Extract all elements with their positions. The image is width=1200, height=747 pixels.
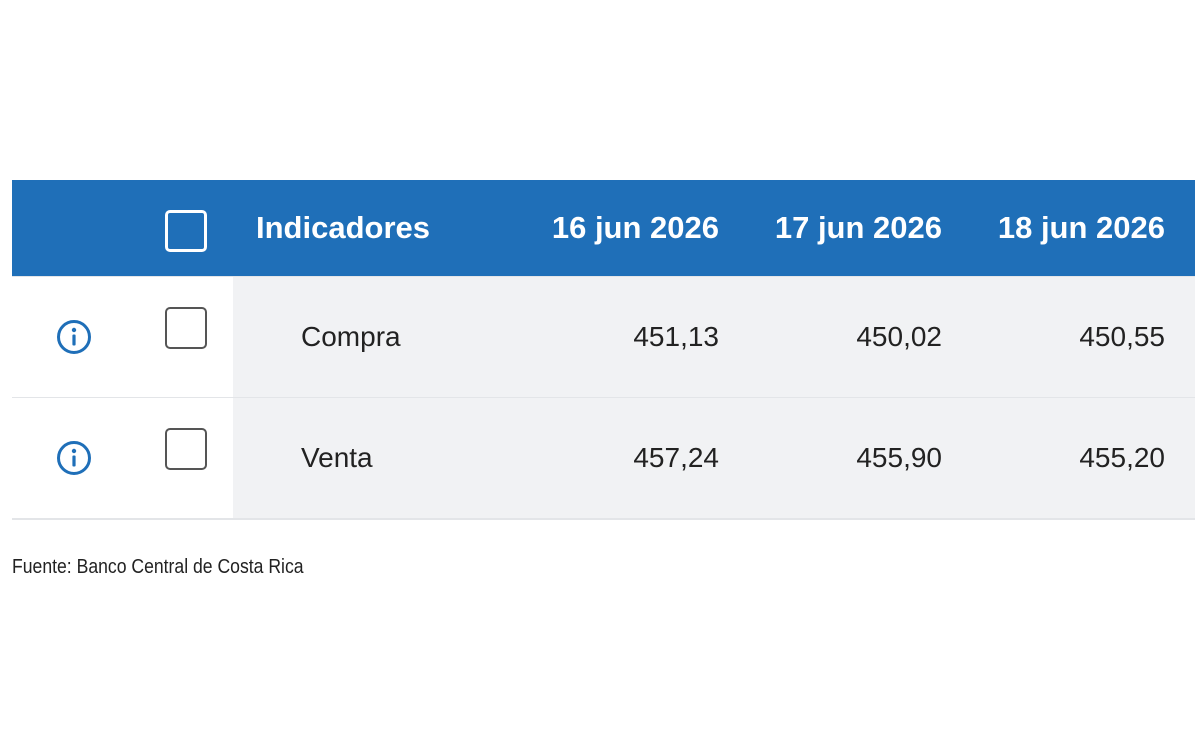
table-row: Compra 451,13 450,02 450,55 <box>12 276 1195 397</box>
rate-value: 451,13 <box>633 321 719 352</box>
rate-value: 455,90 <box>856 442 942 473</box>
info-icon[interactable] <box>56 319 92 355</box>
row-shade <box>233 277 1195 397</box>
date-header: 17 jun 2026 <box>774 210 942 245</box>
date-header: 18 jun 2026 <box>997 210 1165 245</box>
row-shade <box>233 398 1195 518</box>
table-row: Venta 457,24 455,90 455,20 <box>12 397 1195 518</box>
table-header: Indicadores 16 jun 2026 17 jun 2026 18 jun … <box>12 180 1195 276</box>
header-label: Indicadores <box>256 210 430 245</box>
indicator-name: Venta <box>301 442 373 473</box>
rate-value: 457,24 <box>633 442 719 473</box>
rates-table: Indicadores 16 jun 2026 17 jun 2026 18 jun … <box>12 180 1195 520</box>
indicator-name: Compra <box>301 321 401 352</box>
info-icon[interactable] <box>56 440 92 476</box>
row-checkbox[interactable] <box>165 307 207 349</box>
rate-value: 455,20 <box>1079 442 1165 473</box>
date-header: 16 jun 2026 <box>551 210 719 245</box>
source-note: Fuente: Banco Central de Costa Rica <box>12 556 304 578</box>
rate-value: 450,55 <box>1079 321 1165 352</box>
row-checkbox[interactable] <box>165 428 207 470</box>
rate-value: 450,02 <box>856 321 942 352</box>
select-all-checkbox[interactable] <box>165 210 207 252</box>
